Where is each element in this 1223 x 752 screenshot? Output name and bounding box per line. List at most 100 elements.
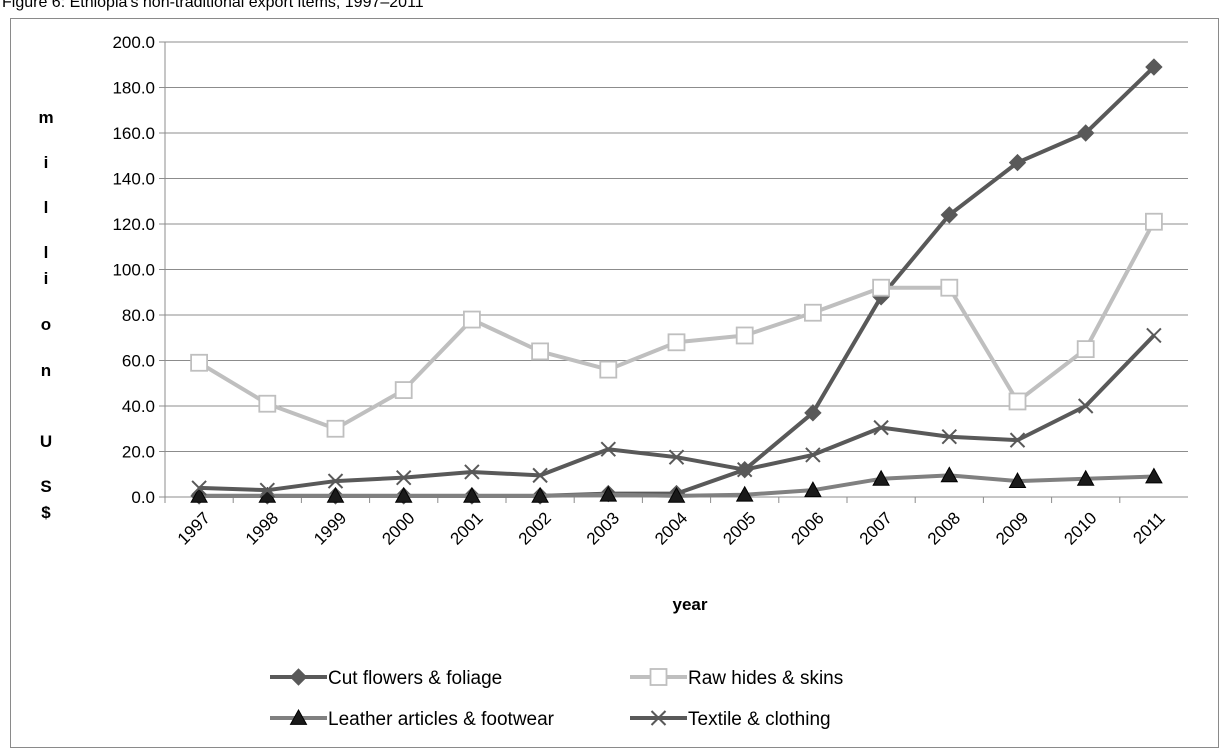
data-point — [190, 353, 209, 372]
data-point — [1076, 124, 1095, 142]
data-point — [735, 326, 754, 345]
data-point — [804, 481, 822, 498]
y-axis-title-letter: S — [40, 477, 51, 496]
data-point — [736, 461, 753, 478]
legend-swatch-marker — [649, 668, 668, 686]
data-point — [735, 485, 754, 502]
data-point — [1077, 398, 1094, 414]
data-point — [394, 486, 413, 503]
x-tick-label: 2003 — [583, 508, 623, 548]
y-axis-title-letter: n — [41, 361, 51, 380]
x-tick-label: 2010 — [1060, 508, 1100, 548]
data-point — [464, 464, 480, 480]
data-point — [395, 469, 412, 486]
data-point — [531, 342, 549, 361]
data-point — [667, 486, 686, 503]
series-1 — [190, 212, 1163, 438]
data-point — [1076, 340, 1095, 359]
y-tick-label: 80.0 — [122, 306, 155, 325]
data-point — [804, 404, 822, 422]
legend-swatch-marker — [289, 708, 308, 725]
data-point — [872, 469, 890, 486]
marker-x-stroke — [395, 469, 412, 486]
y-tick-label: 200.0 — [112, 33, 155, 52]
marker-x-stroke — [327, 473, 344, 489]
legend-swatch-marker — [650, 710, 667, 726]
x-tick-label: 2007 — [856, 508, 896, 548]
x-tick-label: 1999 — [310, 508, 350, 548]
data-point — [259, 482, 276, 498]
legend-item-3: Textile & clothing — [630, 709, 831, 730]
data-point — [872, 278, 890, 297]
data-point — [940, 278, 959, 297]
legend-label: Textile & clothing — [688, 709, 831, 730]
data-point — [258, 394, 277, 413]
data-point — [327, 473, 344, 489]
marker-x-stroke — [1146, 327, 1162, 344]
x-tick-label: 1997 — [174, 508, 214, 548]
data-point — [1008, 153, 1027, 172]
marker-x-stroke — [736, 461, 753, 478]
series-2 — [190, 466, 1163, 503]
figure-caption: Figure 6: Ethiopia's non-traditional exp… — [2, 0, 424, 11]
marker-x-stroke — [805, 447, 821, 463]
y-axis-title-letter: o — [41, 315, 51, 334]
marker-x-stroke — [259, 482, 276, 498]
legend-item-0: Cut flowers & foliage — [270, 668, 502, 689]
data-point — [600, 441, 617, 457]
marker-x-stroke — [668, 449, 685, 465]
x-tick-label: 2009 — [992, 508, 1032, 548]
marker-x-stroke — [532, 467, 548, 484]
marker-x-stroke — [873, 419, 889, 436]
marker-x-stroke — [650, 710, 667, 726]
x-tick-label: 2008 — [924, 508, 964, 548]
y-tick-label: 100.0 — [112, 261, 155, 280]
y-axis-title-letter: i — [44, 269, 49, 288]
y-tick-label: 140.0 — [112, 170, 155, 189]
data-point — [1145, 58, 1163, 76]
data-point — [940, 466, 959, 483]
legend-item-2: Leather articles & footwear — [270, 708, 555, 730]
y-tick-label: 20.0 — [122, 443, 155, 462]
x-tick-label: 1998 — [242, 508, 282, 548]
y-axis-title-letter: $ — [41, 503, 51, 522]
y-tick-label: 60.0 — [122, 352, 155, 371]
series-3 — [191, 327, 1162, 498]
y-axis-title-letter: U — [40, 432, 52, 451]
x-tick-label: 2011 — [1129, 508, 1168, 547]
legend-swatch-marker — [289, 668, 308, 686]
data-point — [1009, 432, 1026, 448]
data-point — [668, 449, 685, 465]
x-tick-labels: 1997 1998 1999 2000 2001 2002 2003 2004 2005 2006… — [164, 497, 1169, 549]
x-tick-label: 2004 — [651, 508, 691, 548]
x-tick-label: 2005 — [719, 508, 759, 548]
marker-x-stroke — [1009, 432, 1026, 448]
data-point — [667, 333, 686, 352]
marker-x-stroke — [941, 429, 958, 445]
data-point — [599, 485, 618, 502]
data-point — [1146, 327, 1162, 344]
x-tick-label: 2000 — [378, 508, 418, 548]
y-tick-label: 160.0 — [112, 124, 155, 143]
legend-item-1: Raw hides & skins — [630, 668, 843, 689]
data-point — [463, 486, 481, 503]
y-tick-label: 180.0 — [112, 79, 155, 98]
marker-x-stroke — [191, 480, 207, 496]
data-point — [1145, 467, 1163, 484]
y-tick-label: 40.0 — [122, 397, 155, 416]
y-axis-title-letter: i — [44, 153, 49, 172]
data-point — [532, 467, 548, 484]
series-lines — [190, 58, 1163, 505]
y-tick-label: 120.0 — [112, 215, 155, 234]
y-tick-labels: 0.0 20.0 40.0 60.0 80.0 100.0 120.0 140.0 160.0 1… — [112, 33, 155, 507]
y-axis-title-letter: l — [44, 243, 49, 262]
x-tick-label: 2001 — [447, 508, 487, 548]
y-tick-label: 0.0 — [131, 488, 155, 507]
data-point — [190, 486, 208, 503]
data-point — [1008, 392, 1027, 411]
marker-x-stroke — [1077, 398, 1094, 414]
data-point — [326, 419, 345, 438]
data-point — [1145, 212, 1163, 231]
data-point — [326, 486, 345, 503]
